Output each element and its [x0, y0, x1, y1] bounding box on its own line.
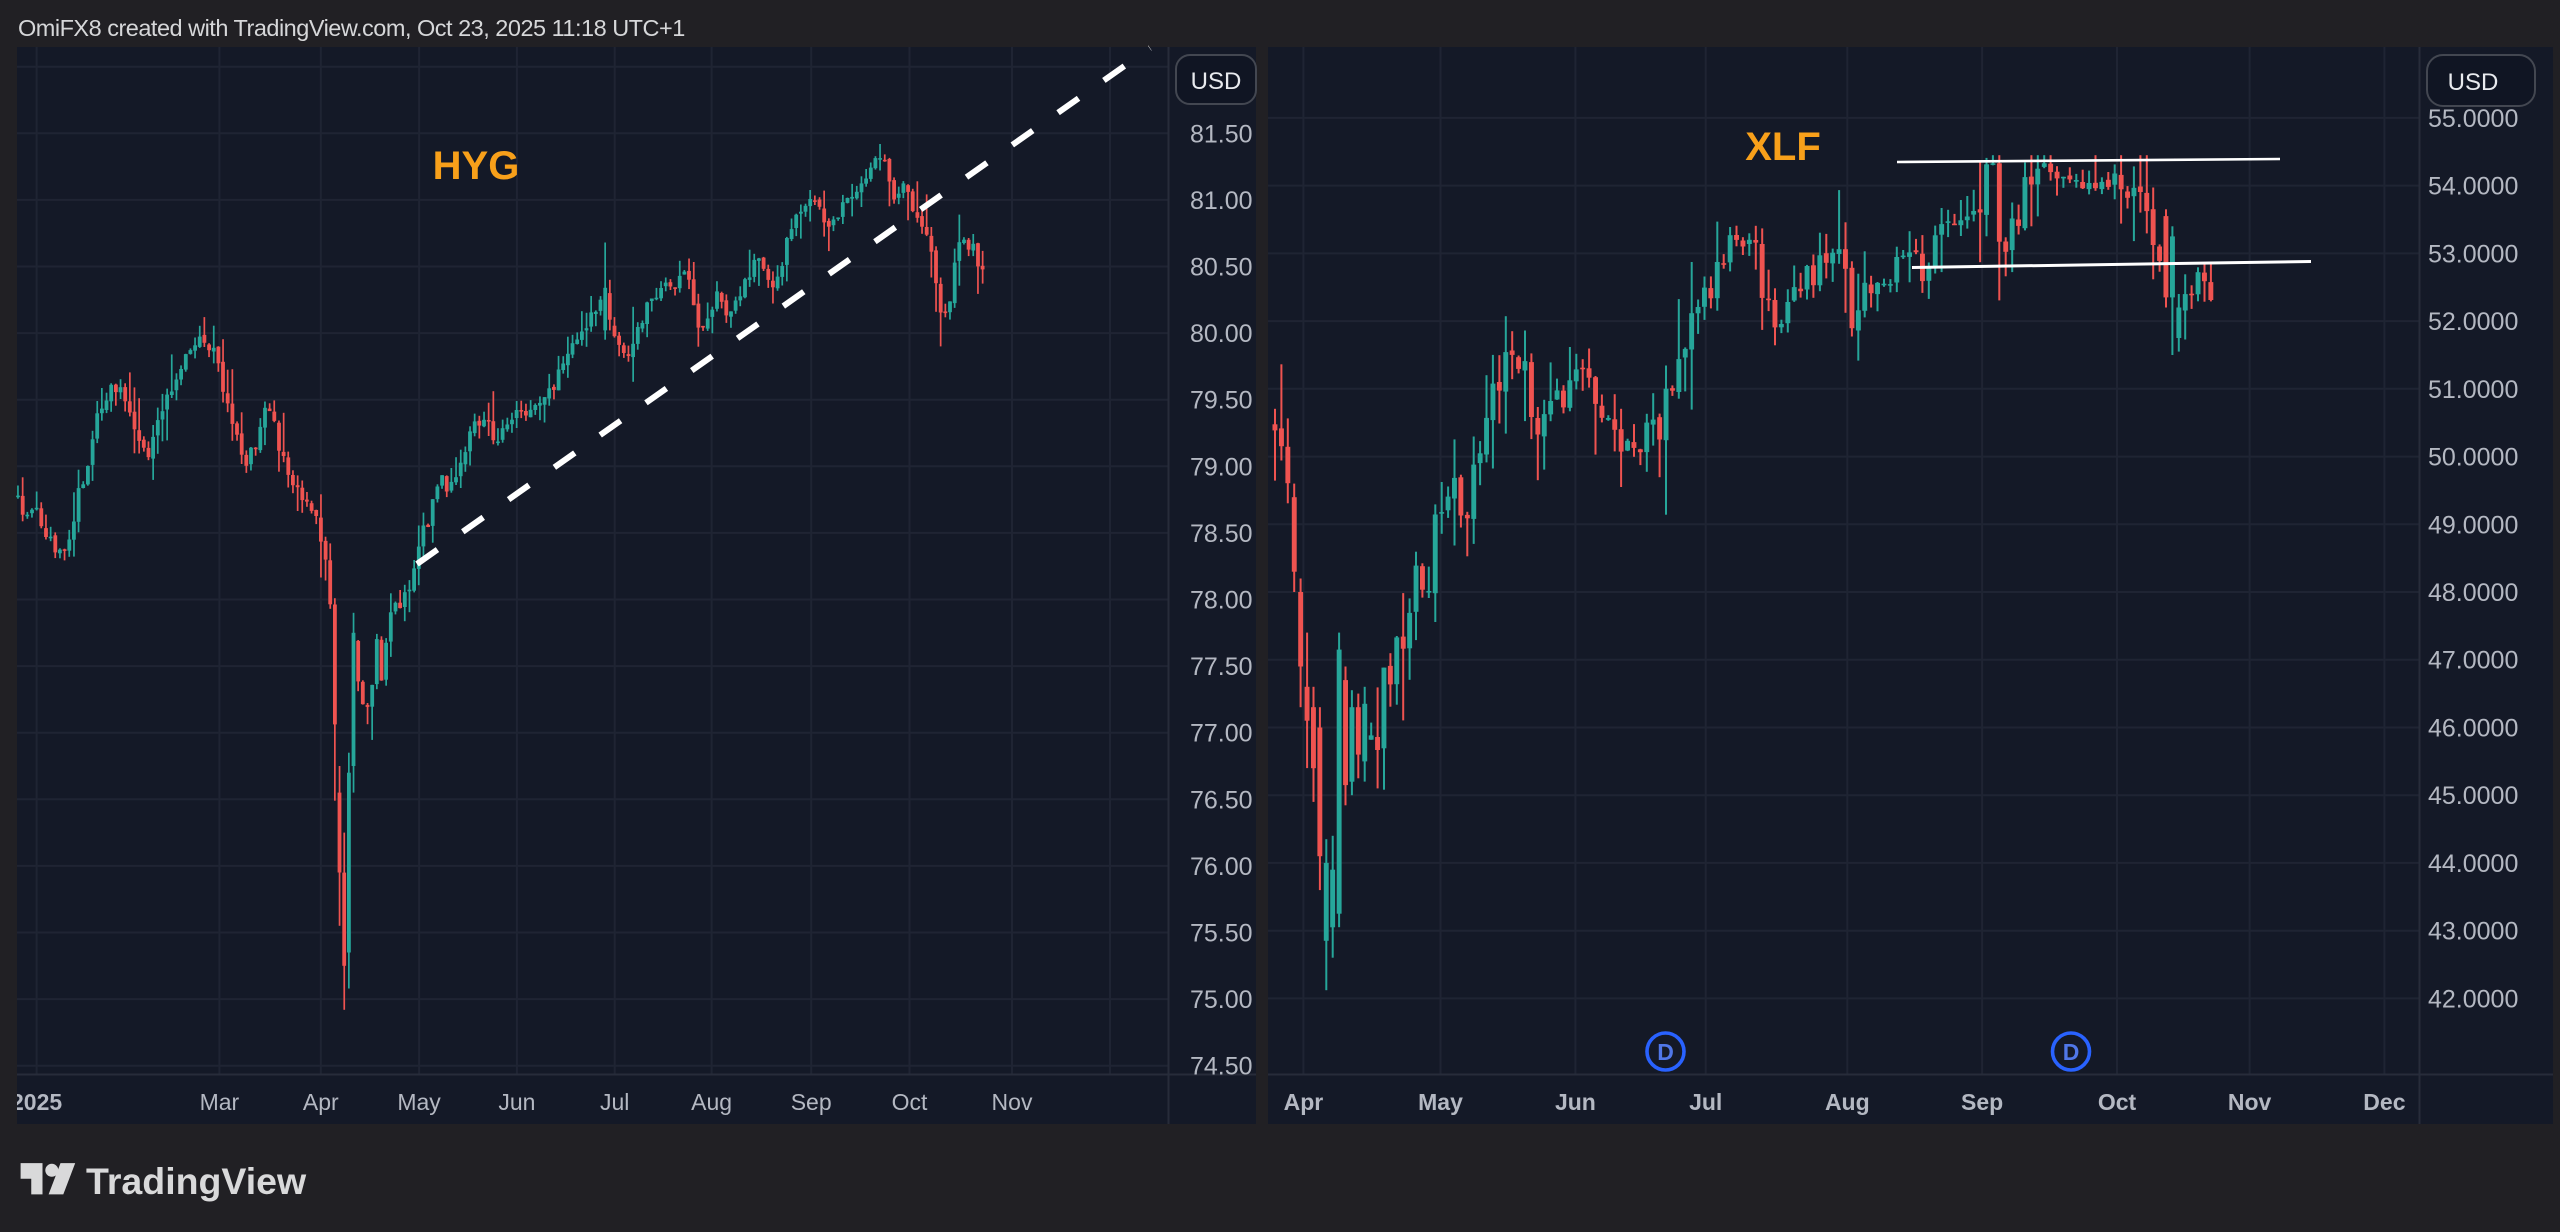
svg-text:Sep: Sep — [791, 1089, 832, 1115]
svg-text:42.0000: 42.0000 — [2428, 985, 2518, 1013]
svg-text:TradingView: TradingView — [86, 1160, 307, 1202]
svg-text:Jun: Jun — [498, 1089, 535, 1115]
svg-text:54.0000: 54.0000 — [2428, 173, 2518, 201]
svg-text:75.00: 75.00 — [1190, 986, 1253, 1014]
svg-text:74.50: 74.50 — [1190, 1053, 1253, 1081]
svg-text:Oct: Oct — [2098, 1089, 2137, 1115]
svg-text:78.00: 78.00 — [1190, 587, 1253, 615]
svg-text:76.50: 76.50 — [1190, 786, 1253, 814]
svg-text:Aug: Aug — [691, 1089, 732, 1115]
svg-text:51.0000: 51.0000 — [2428, 376, 2518, 404]
svg-text:43.0000: 43.0000 — [2428, 918, 2518, 946]
svg-text:46.0000: 46.0000 — [2428, 715, 2518, 743]
svg-text:2025: 2025 — [11, 1089, 62, 1115]
svg-text:53.0000: 53.0000 — [2428, 240, 2518, 268]
svg-text:77.50: 77.50 — [1190, 653, 1253, 681]
svg-text:Oct: Oct — [892, 1089, 928, 1115]
svg-text:Mar: Mar — [200, 1089, 240, 1115]
svg-text:81.50: 81.50 — [1190, 120, 1253, 148]
svg-text:79.50: 79.50 — [1190, 387, 1253, 415]
svg-text:HYG: HYG — [433, 144, 520, 188]
svg-text:77.00: 77.00 — [1190, 720, 1253, 748]
svg-text:45.0000: 45.0000 — [2428, 782, 2518, 810]
svg-text:81.00: 81.00 — [1190, 187, 1253, 215]
svg-text:44.0000: 44.0000 — [2428, 850, 2518, 878]
svg-text:USD: USD — [2448, 69, 2499, 96]
svg-text:Jul: Jul — [600, 1089, 629, 1115]
svg-text:78.50: 78.50 — [1190, 520, 1253, 548]
svg-text:Apr: Apr — [1284, 1089, 1324, 1115]
svg-text:Nov: Nov — [2228, 1089, 2272, 1115]
svg-text:50.0000: 50.0000 — [2428, 444, 2518, 472]
svg-text:USD: USD — [1191, 68, 1242, 95]
svg-text:55.0000: 55.0000 — [2428, 105, 2518, 133]
svg-text:76.00: 76.00 — [1190, 853, 1253, 881]
svg-text:Jun: Jun — [1555, 1089, 1596, 1115]
svg-text:D: D — [2063, 1039, 2080, 1065]
svg-text:79.00: 79.00 — [1190, 453, 1253, 481]
svg-text:Apr: Apr — [303, 1089, 339, 1115]
svg-text:XLF: XLF — [1745, 125, 1821, 169]
svg-text:52.0000: 52.0000 — [2428, 308, 2518, 336]
svg-text:Nov: Nov — [992, 1089, 1033, 1115]
svg-text:May: May — [397, 1089, 441, 1115]
svg-text:D: D — [1657, 1039, 1674, 1065]
svg-text:80.00: 80.00 — [1190, 320, 1253, 348]
svg-text:Jul: Jul — [1689, 1089, 1722, 1115]
svg-text:May: May — [1418, 1089, 1463, 1115]
svg-text:Sep: Sep — [1961, 1089, 2003, 1115]
svg-text:Dec: Dec — [2363, 1089, 2405, 1115]
svg-text:75.50: 75.50 — [1190, 920, 1253, 948]
svg-text:49.0000: 49.0000 — [2428, 511, 2518, 539]
svg-text:47.0000: 47.0000 — [2428, 647, 2518, 675]
svg-text:80.50: 80.50 — [1190, 254, 1253, 282]
svg-text:Aug: Aug — [1825, 1089, 1870, 1115]
svg-text:48.0000: 48.0000 — [2428, 579, 2518, 607]
